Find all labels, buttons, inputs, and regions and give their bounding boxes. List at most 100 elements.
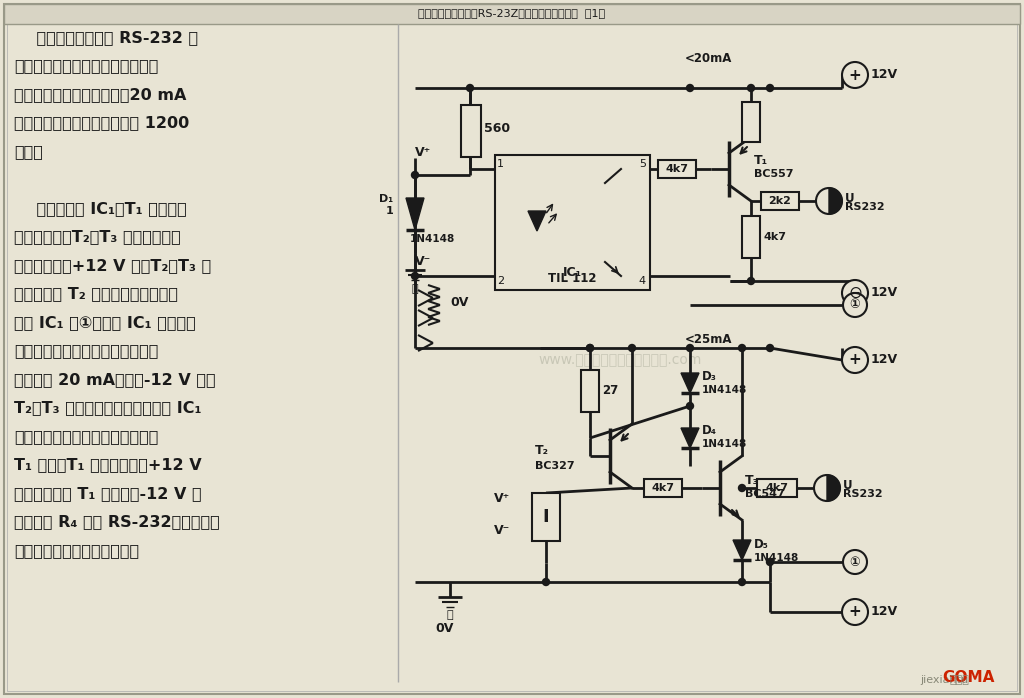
Text: 本电路用于计算机 RS-232 串: 本电路用于计算机 RS-232 串 <box>14 30 198 45</box>
Text: ①: ① <box>850 556 860 568</box>
Text: U: U <box>843 479 853 492</box>
Circle shape <box>842 599 868 625</box>
Text: BC547: BC547 <box>745 489 784 499</box>
Text: 现利用电流环传输数字信号。: 现利用电流环传输数字信号。 <box>14 543 139 558</box>
Text: 的电流信号，最大传输速率为 1200: 的电流信号，最大传输速率为 1200 <box>14 115 189 131</box>
Circle shape <box>412 172 419 179</box>
Text: 1N4148: 1N4148 <box>702 439 748 449</box>
Text: 极管，再经线路回到发送端，环路: 极管，再经线路回到发送端，环路 <box>14 343 159 359</box>
Bar <box>742 102 760 142</box>
Text: 电源电路中的计算机RS-23Z串行接口电流环电路  第1张: 电源电路中的计算机RS-23Z串行接口电流环电路 第1张 <box>419 8 605 18</box>
Text: 0V: 0V <box>436 622 455 635</box>
Circle shape <box>767 558 773 565</box>
Polygon shape <box>681 428 699 448</box>
Text: T₃: T₃ <box>745 473 759 487</box>
Circle shape <box>738 579 745 586</box>
Text: 行接口与电流环电路之间的接口，: 行接口与电流环电路之间的接口， <box>14 59 159 73</box>
Text: www.好集成电路技术有限公司.com: www.好集成电路技术有限公司.com <box>539 353 701 367</box>
Text: 2k2: 2k2 <box>769 196 792 206</box>
Text: 地: 地 <box>412 284 419 294</box>
Text: 电流约为 20 mA。加入-12 V 时，: 电流约为 20 mA。加入-12 V 时， <box>14 372 216 387</box>
Text: 4k7: 4k7 <box>766 483 788 493</box>
Text: BC557: BC557 <box>754 169 794 179</box>
Polygon shape <box>528 211 546 231</box>
Text: jiexiantu: jiexiantu <box>920 675 968 685</box>
Text: 能把传输的电压信号转变为20 mA: 能把传输的电压信号转变为20 mA <box>14 87 186 102</box>
Text: D₃: D₃ <box>702 369 717 383</box>
Circle shape <box>748 84 755 91</box>
Polygon shape <box>827 475 840 501</box>
Polygon shape <box>829 188 842 214</box>
Text: 4k7: 4k7 <box>763 232 786 242</box>
Circle shape <box>738 345 745 352</box>
Text: 12V: 12V <box>871 353 898 366</box>
Circle shape <box>767 345 773 352</box>
Text: 端接口电路，T₂，T₃ 构成发送端接: 端接口电路，T₂，T₃ 构成发送端接 <box>14 230 181 244</box>
Text: 2: 2 <box>497 276 504 286</box>
Bar <box>742 216 760 258</box>
Bar <box>532 493 560 541</box>
Text: RS232: RS232 <box>843 489 883 499</box>
Text: 27: 27 <box>602 385 618 397</box>
Circle shape <box>842 347 868 373</box>
Bar <box>495 155 650 290</box>
Text: TIL 112: TIL 112 <box>548 272 597 285</box>
Circle shape <box>686 403 693 410</box>
Bar <box>761 192 799 210</box>
Text: 1N4148: 1N4148 <box>410 234 456 244</box>
Text: 发送端流过电流时，接收端导通，: 发送端流过电流时，接收端导通， <box>14 429 159 444</box>
Text: U: U <box>845 192 855 205</box>
Text: IC₁: IC₁ <box>563 265 582 279</box>
Circle shape <box>587 345 594 352</box>
Text: +: + <box>849 352 861 368</box>
Text: I: I <box>543 508 549 526</box>
Bar <box>658 160 696 178</box>
Text: 1: 1 <box>497 159 504 169</box>
Circle shape <box>814 475 840 501</box>
Text: 口电路。加入+12 V 时，T₂，T₃ 导: 口电路。加入+12 V 时，T₂，T₃ 导 <box>14 258 211 273</box>
Text: 560: 560 <box>484 121 510 135</box>
Text: 12V: 12V <box>871 68 898 81</box>
Text: <25mA: <25mA <box>685 333 732 346</box>
Text: V⁺: V⁺ <box>494 491 510 505</box>
Circle shape <box>842 280 868 306</box>
Circle shape <box>467 84 473 91</box>
Circle shape <box>686 84 693 91</box>
Text: 0V: 0V <box>450 295 468 309</box>
Text: V⁻: V⁻ <box>415 255 431 268</box>
Text: 地: 地 <box>446 610 454 620</box>
Text: 1N4148: 1N4148 <box>702 385 748 395</box>
Bar <box>581 370 599 412</box>
Text: 4k7: 4k7 <box>651 483 675 493</box>
Text: 送到 IC₁ 的①，通过 IC₁ 的发光二: 送到 IC₁ 的①，通过 IC₁ 的发光二 <box>14 315 196 330</box>
Polygon shape <box>406 198 424 230</box>
Text: D₅: D₅ <box>754 537 769 551</box>
Text: D₁: D₁ <box>379 194 393 204</box>
Text: ①: ① <box>850 299 860 311</box>
Text: T₂: T₂ <box>535 443 549 456</box>
Text: 12V: 12V <box>871 605 898 618</box>
Text: 12V: 12V <box>871 286 898 299</box>
Text: 光耦合器件 IC₁，T₁ 组成接收: 光耦合器件 IC₁，T₁ 组成接收 <box>14 201 186 216</box>
Text: 4k7: 4k7 <box>666 164 688 174</box>
Circle shape <box>587 345 594 352</box>
Text: V⁻: V⁻ <box>494 524 510 537</box>
Text: D₄: D₄ <box>702 424 717 436</box>
Text: 技术图: 技术图 <box>950 675 970 685</box>
Text: BC327: BC327 <box>535 461 574 471</box>
Circle shape <box>816 188 842 214</box>
Text: GOMA: GOMA <box>943 670 995 685</box>
Circle shape <box>767 84 773 91</box>
Text: T₂，T₃ 截止，线路中无电流。当 IC₁: T₂，T₃ 截止，线路中无电流。当 IC₁ <box>14 401 202 415</box>
Text: 1: 1 <box>385 206 393 216</box>
Bar <box>461 105 481 157</box>
Text: T₁ 导通，T₁ 的集电极送出+12 V: T₁ 导通，T₁ 的集电极送出+12 V <box>14 457 202 473</box>
Bar <box>644 479 682 497</box>
Text: 的电信号，当 T₁ 关断时，-12 V 的: 的电信号，当 T₁ 关断时，-12 V 的 <box>14 486 202 501</box>
Circle shape <box>543 579 550 586</box>
Text: 4: 4 <box>639 276 646 286</box>
Bar <box>757 479 797 497</box>
Circle shape <box>748 278 755 285</box>
Text: V⁺: V⁺ <box>415 145 431 158</box>
Text: ⊖: ⊖ <box>848 284 862 302</box>
